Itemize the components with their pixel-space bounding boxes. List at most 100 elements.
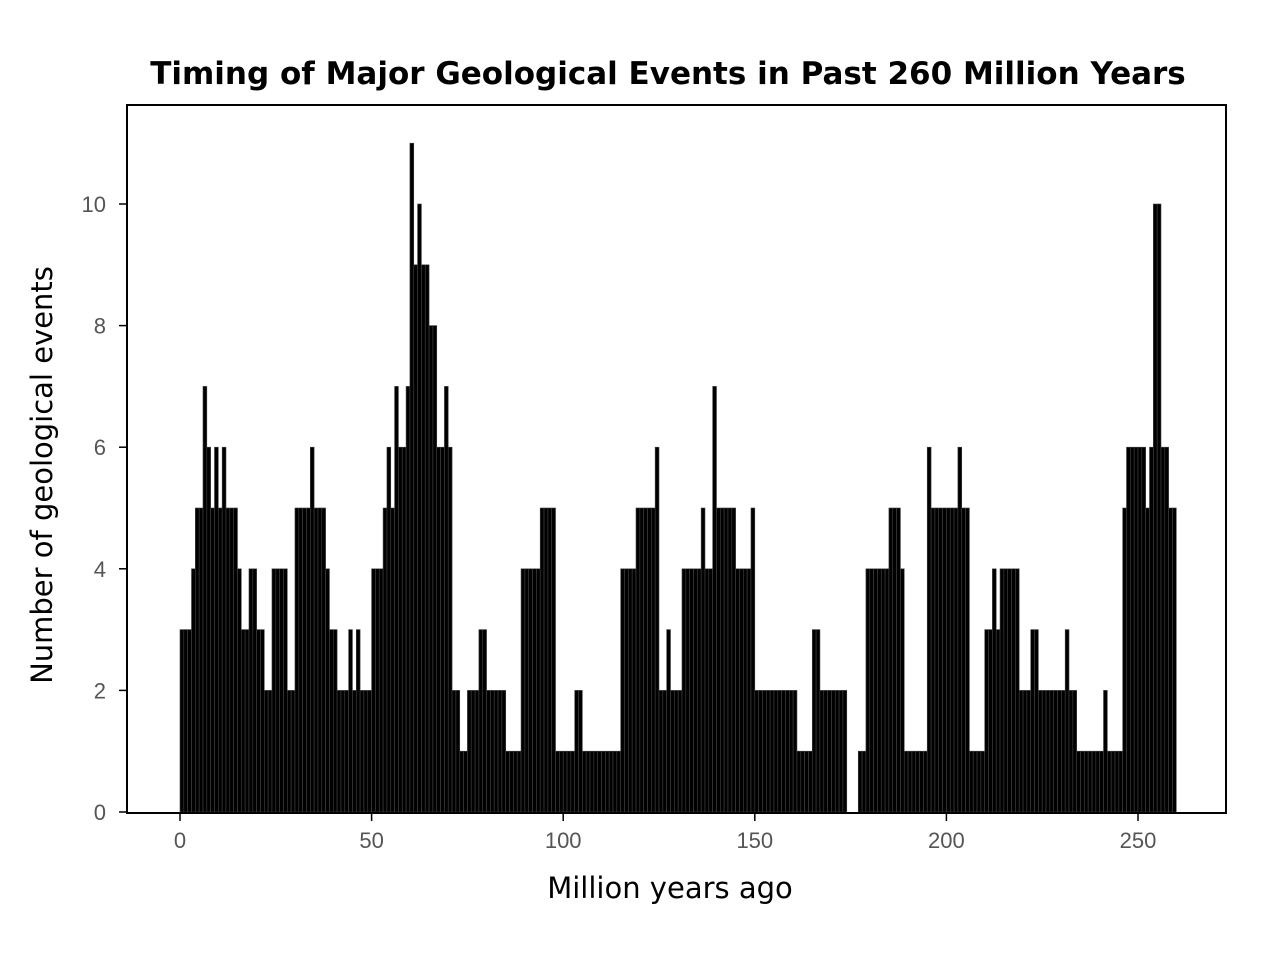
histogram-bar (455, 690, 461, 813)
histogram-bar (861, 750, 867, 813)
y-tick-label: 8 (94, 314, 106, 339)
histogram-bar (413, 264, 418, 813)
histogram-bar (739, 568, 744, 813)
histogram-bar (267, 690, 273, 813)
histogram-bar (616, 750, 621, 813)
histogram-bar (1103, 690, 1108, 813)
histogram-bar (440, 446, 445, 813)
histogram-bar (1018, 690, 1024, 813)
histogram-bar (382, 507, 388, 813)
histogram-bar (543, 507, 549, 813)
histogram-bar (1145, 507, 1150, 813)
histogram-bar (371, 568, 376, 813)
plot-frame (126, 104, 1227, 814)
histogram-bar (447, 446, 453, 813)
histogram-bar (601, 750, 606, 813)
histogram-bar (497, 690, 503, 813)
histogram-bar (608, 750, 614, 813)
histogram-bar (984, 629, 989, 813)
histogram-bar (198, 507, 204, 813)
histogram-bar (1126, 446, 1131, 813)
histogram-bar (804, 750, 809, 813)
histogram-bar (210, 507, 215, 813)
histogram-bar (1022, 690, 1028, 813)
histogram-bar (999, 568, 1005, 813)
histogram-bar (765, 690, 771, 813)
histogram-bar (716, 507, 721, 813)
histogram-bar (1076, 750, 1081, 813)
histogram-bar (685, 568, 690, 813)
x-tick-label: 0 (174, 828, 186, 853)
histogram-bar (470, 690, 476, 813)
histogram-bar (1118, 750, 1123, 813)
histogram-bar (865, 568, 871, 813)
histogram-bar (677, 690, 683, 813)
histogram-bar (524, 568, 530, 813)
bars-group (179, 142, 1177, 813)
histogram-bar (1087, 750, 1093, 813)
histogram-bar (628, 568, 633, 813)
histogram-bar (283, 568, 288, 813)
histogram-bar (367, 690, 372, 813)
histogram-bar (474, 690, 480, 813)
histogram-bar (589, 750, 595, 813)
histogram-bar (1041, 690, 1047, 813)
histogram-bar (459, 750, 464, 813)
histogram-bar (746, 568, 752, 813)
histogram-bar (857, 750, 863, 813)
histogram-bar (681, 568, 687, 813)
histogram-bar (965, 507, 970, 813)
histogram-bar (555, 750, 560, 813)
histogram-bar (926, 446, 932, 813)
histogram-bar (647, 507, 652, 813)
histogram-bar (949, 507, 955, 813)
histogram-bar (750, 507, 756, 813)
histogram-bar (1091, 750, 1097, 813)
x-tick-label: 150 (736, 828, 773, 853)
y-axis: 0 2 4 6 8 10 (82, 192, 127, 825)
histogram-bar (643, 507, 648, 813)
histogram-bar (651, 507, 656, 813)
histogram-bar (585, 750, 591, 813)
histogram-bar (1153, 203, 1158, 813)
histogram-bar (800, 750, 805, 813)
histogram-bar (306, 507, 311, 813)
histogram-bar (313, 507, 319, 813)
histogram-bar (731, 507, 736, 813)
histogram-bar (214, 446, 219, 813)
histogram-bar (309, 446, 315, 813)
x-tick-label: 250 (1120, 828, 1157, 853)
histogram-bar (570, 750, 575, 813)
histogram-bar (1160, 446, 1166, 813)
histogram-bar (1007, 568, 1012, 813)
histogram-bar (658, 690, 664, 813)
x-tick-label: 100 (545, 828, 582, 853)
histogram-bar (286, 690, 292, 813)
y-tick-label: 0 (94, 800, 106, 825)
histogram-bar (961, 507, 966, 813)
histogram-bar (892, 507, 897, 813)
y-axis-label: Number of geological events (25, 266, 59, 684)
histogram-bar (1141, 446, 1146, 813)
histogram-bar (620, 568, 625, 813)
histogram-bar (930, 507, 936, 813)
histogram-bar (436, 446, 441, 813)
histogram-bar (972, 750, 978, 813)
histogram-bar (1038, 690, 1043, 813)
histogram-bar (612, 750, 618, 813)
histogram-bar (244, 629, 250, 813)
histogram-bar (1149, 446, 1154, 813)
histogram-bar (532, 568, 537, 813)
histogram-bar (758, 690, 763, 813)
histogram-bar (712, 386, 717, 813)
histogram-bar (788, 690, 794, 813)
histogram-bar (919, 750, 924, 813)
histogram-bar (275, 568, 280, 813)
histogram-bar (1034, 629, 1039, 813)
histogram-bar (562, 750, 568, 813)
histogram-bar (206, 446, 211, 813)
histogram-bar (302, 507, 307, 813)
histogram-bar (536, 568, 541, 813)
histogram-bar (1011, 568, 1016, 813)
